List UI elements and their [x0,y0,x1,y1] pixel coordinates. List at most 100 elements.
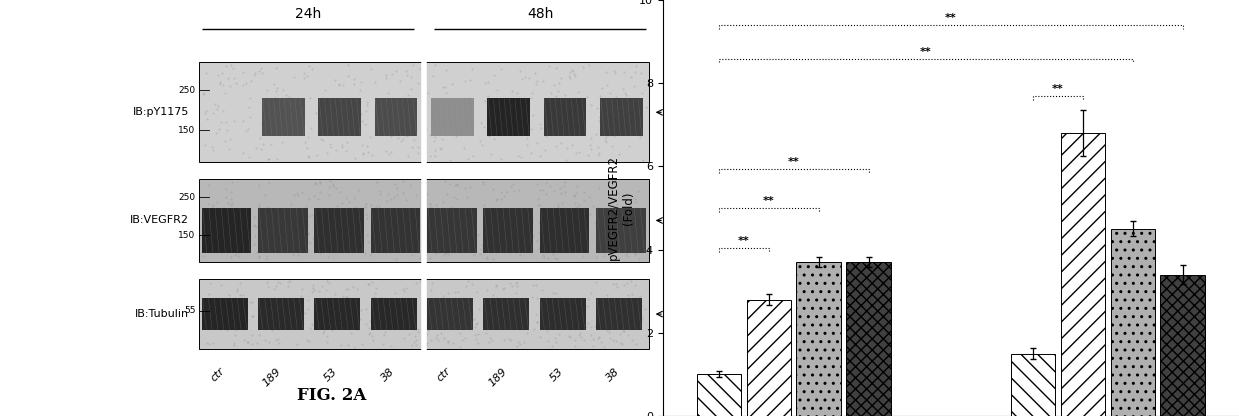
Point [481,335,501,342]
Point [527,139,546,146]
Point [301,240,321,246]
Point [517,135,536,141]
Point [520,225,540,232]
Point [313,330,333,337]
Text: ctr: ctr [209,366,227,384]
Point [418,331,437,337]
Point [265,94,285,101]
Point [196,107,216,114]
Point [367,204,387,211]
Point [330,82,349,89]
Point [498,243,518,250]
Point [491,65,510,72]
Text: p-VEGFR2: p-VEGFR2 [667,107,721,117]
Point [456,185,476,191]
Point [590,305,610,312]
Point [372,295,392,301]
Point [621,278,641,285]
Point [299,230,318,236]
Point [538,337,558,344]
Point [596,139,616,145]
Point [317,338,337,345]
Point [460,295,479,302]
Point [600,178,620,185]
Point [297,223,317,229]
Point [497,189,517,196]
Point [544,119,564,126]
Point [494,193,514,200]
Point [266,282,286,289]
Point [518,141,538,148]
Point [458,277,478,284]
Point [487,229,507,236]
Point [264,128,284,134]
Point [595,137,615,144]
Point [427,97,447,103]
Point [342,102,362,109]
Bar [202,298,248,330]
Text: 55: 55 [185,306,196,315]
Point [424,72,444,79]
Point [522,223,541,230]
Point [224,251,244,258]
Point [315,129,335,136]
Point [320,307,339,314]
Point [586,254,606,260]
Point [506,290,525,296]
Point [276,228,296,235]
Point [514,338,534,345]
Point [352,340,372,347]
Point [239,299,259,305]
Point [336,148,356,154]
Point [312,283,332,290]
Point [558,224,577,230]
Point [244,213,264,220]
Point [555,178,575,185]
Point [321,311,341,317]
Point [421,279,441,286]
Point [404,62,424,69]
Point [316,287,336,293]
Bar [258,208,307,253]
Point [420,201,440,207]
Point [242,78,261,84]
Point [592,225,612,232]
Point [233,232,253,238]
Point [555,208,575,215]
Point [352,78,372,85]
Point [393,178,413,184]
Point [248,215,268,221]
Point [351,316,370,322]
Point [593,212,613,219]
Point [450,304,470,311]
Point [450,344,470,350]
Point [610,323,629,329]
Point [203,109,223,116]
Point [253,141,273,148]
Point [382,120,401,126]
Point [362,152,382,158]
Point [628,188,648,195]
Point [434,199,453,206]
Point [258,97,278,103]
Point [553,207,572,214]
Point [447,181,467,188]
Point [409,329,429,335]
Point [264,295,284,302]
Point [218,200,238,206]
Point [196,110,216,117]
Point [196,70,216,77]
Point [603,67,623,74]
Point [193,90,213,97]
Point [333,81,353,88]
Point [379,111,399,118]
Point [565,343,585,349]
Point [597,82,617,89]
Point [415,149,435,156]
Point [326,185,346,191]
Point [353,149,373,156]
Point [196,296,216,303]
Point [359,325,379,332]
Point [300,154,320,161]
Point [447,126,467,133]
